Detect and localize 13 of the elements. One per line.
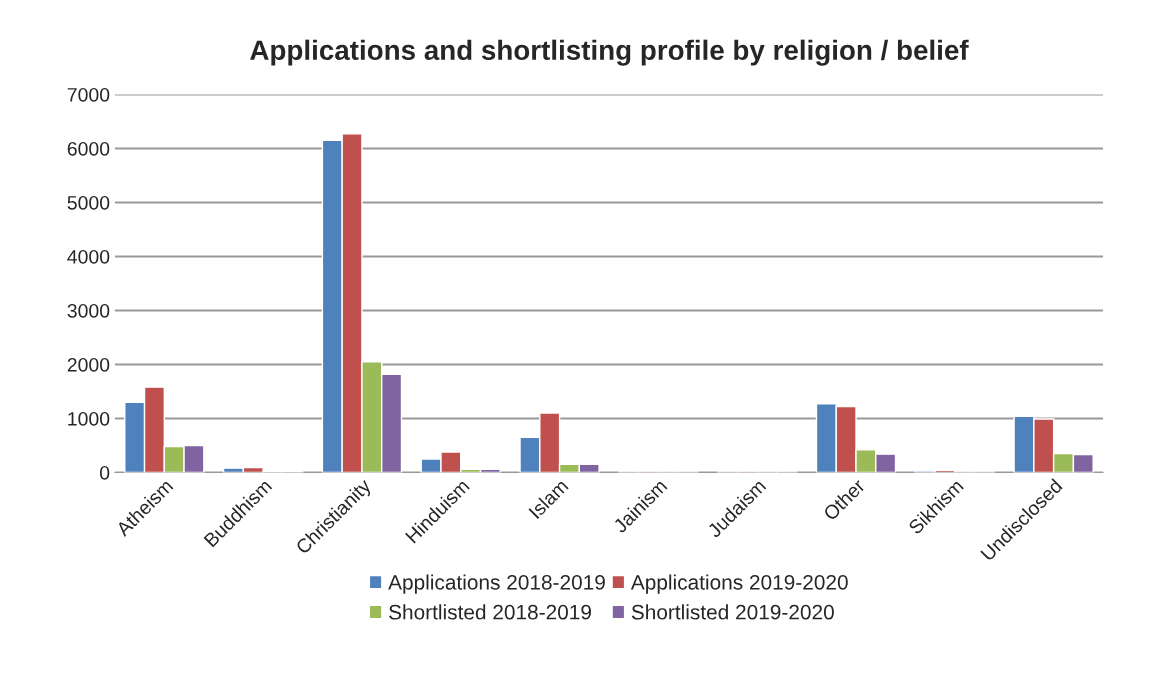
y-tick-label: 5000 — [67, 195, 110, 210]
chart-title: Applications and shortlisting profile by religion / belief — [250, 39, 969, 66]
y-tick-label: 7000 — [67, 87, 110, 102]
y-tick-label: 3000 — [67, 303, 110, 318]
y-tick-label: 1000 — [68, 411, 110, 426]
y-tick-label: 4000 — [67, 249, 110, 264]
legend-label: Shortlisted 2019-2020 — [631, 604, 834, 620]
y-tick-label: 2000 — [67, 357, 110, 372]
y-tick-label: 0 — [99, 465, 110, 480]
legend-label: Shortlisted 2018-2019 — [389, 604, 591, 620]
legend-label: Applications 2019-2020 — [630, 574, 848, 594]
y-tick-label: 6000 — [67, 141, 110, 156]
legend-label: Applications 2018-2019 — [388, 574, 605, 594]
